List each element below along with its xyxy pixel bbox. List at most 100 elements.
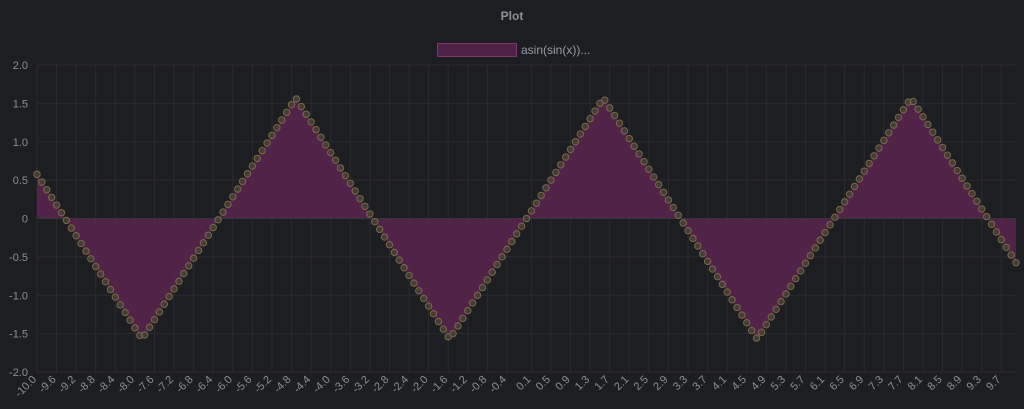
data-point [439,325,447,333]
data-point [831,213,839,221]
x-tick-label: -1.6 [428,374,450,396]
x-tick-label: -5.2 [252,374,274,396]
data-point [850,182,859,191]
data-point [855,175,864,183]
data-point [400,264,408,272]
data-point [728,296,736,304]
x-tick-label: 0.9 [553,374,572,393]
data-point [43,186,51,194]
data-point [894,113,903,122]
data-point [312,125,320,134]
x-tick-label: -7.6 [135,374,157,396]
data-point [625,134,633,143]
data-point [718,280,726,289]
data-point [561,153,570,161]
data-point [424,302,433,310]
data-point [214,216,222,224]
data-point [434,317,443,326]
data-point [782,290,790,298]
data-point [101,278,110,286]
data-point [606,104,614,112]
x-tick-label: -3.6 [331,374,353,396]
x-tick-label: 3.3 [671,374,690,393]
data-point [175,277,183,285]
data-point [371,217,379,226]
data-point [145,323,154,331]
data-point [185,262,193,270]
data-point [165,292,173,301]
data-point [973,197,981,205]
data-point [845,190,854,198]
data-point [948,159,957,167]
data-point [699,249,707,258]
data-point [552,168,560,177]
data-point [880,136,888,145]
x-tick-label: 0.5 [534,374,553,393]
data-point [327,148,335,157]
data-point [258,147,266,155]
data-point [571,138,580,146]
data-point [150,315,159,324]
data-point [229,193,237,201]
x-tick-label: 6.9 [847,374,866,393]
x-tick-label: -7.2 [154,374,176,396]
x-tick-label: 0.1 [514,374,533,393]
data-point [938,143,947,152]
data-point [361,202,369,211]
y-tick-label: -1.0 [9,290,28,302]
data-point [498,253,506,261]
data-point [253,154,261,163]
data-point [1002,243,1010,252]
data-point [821,228,829,237]
legend[interactable]: asin(sin(x))... [437,43,590,57]
data-point [121,308,129,317]
data-point [199,239,208,247]
x-tick-label: 5.7 [788,374,807,393]
data-point [992,228,1001,236]
data-point [395,256,403,264]
data-point [282,108,291,117]
x-tick-label: 7.3 [867,374,886,393]
data-point [478,283,487,292]
x-tick-label: -6.0 [213,374,235,396]
data-point [92,262,100,271]
legend-label: asin(sin(x))... [521,43,591,57]
data-point [659,188,668,196]
data-point [52,201,61,209]
data-point [62,216,71,225]
x-tick-label: -4.8 [272,374,294,396]
data-point [987,220,996,228]
data-point [811,244,820,252]
data-point [889,121,898,129]
data-point [581,122,589,131]
data-point [331,156,340,164]
data-point [885,129,893,137]
data-point [268,131,276,140]
data-point [116,301,124,309]
data-point [620,127,629,135]
data-point [322,141,330,149]
y-tick-label: 1.5 [13,98,28,110]
data-point [111,293,120,301]
data-point [860,167,868,175]
data-point [899,106,908,114]
data-point [468,299,477,307]
y-tick-label: -0.5 [9,252,28,264]
x-tick-label: 9.7 [984,374,1003,393]
data-point [738,311,746,319]
data-point [366,210,374,218]
data-point [757,328,766,337]
data-point [57,209,66,217]
data-point [669,203,678,212]
x-tick-label: -9.6 [37,374,59,396]
x-tick-label: -4.4 [291,374,313,396]
data-point [615,119,624,127]
data-point [527,207,536,215]
data-point [126,316,134,324]
data-point [733,303,741,312]
data-point [777,297,785,306]
data-point [982,212,991,221]
data-point [1012,258,1020,267]
data-point [336,164,345,172]
data-point [767,313,775,321]
